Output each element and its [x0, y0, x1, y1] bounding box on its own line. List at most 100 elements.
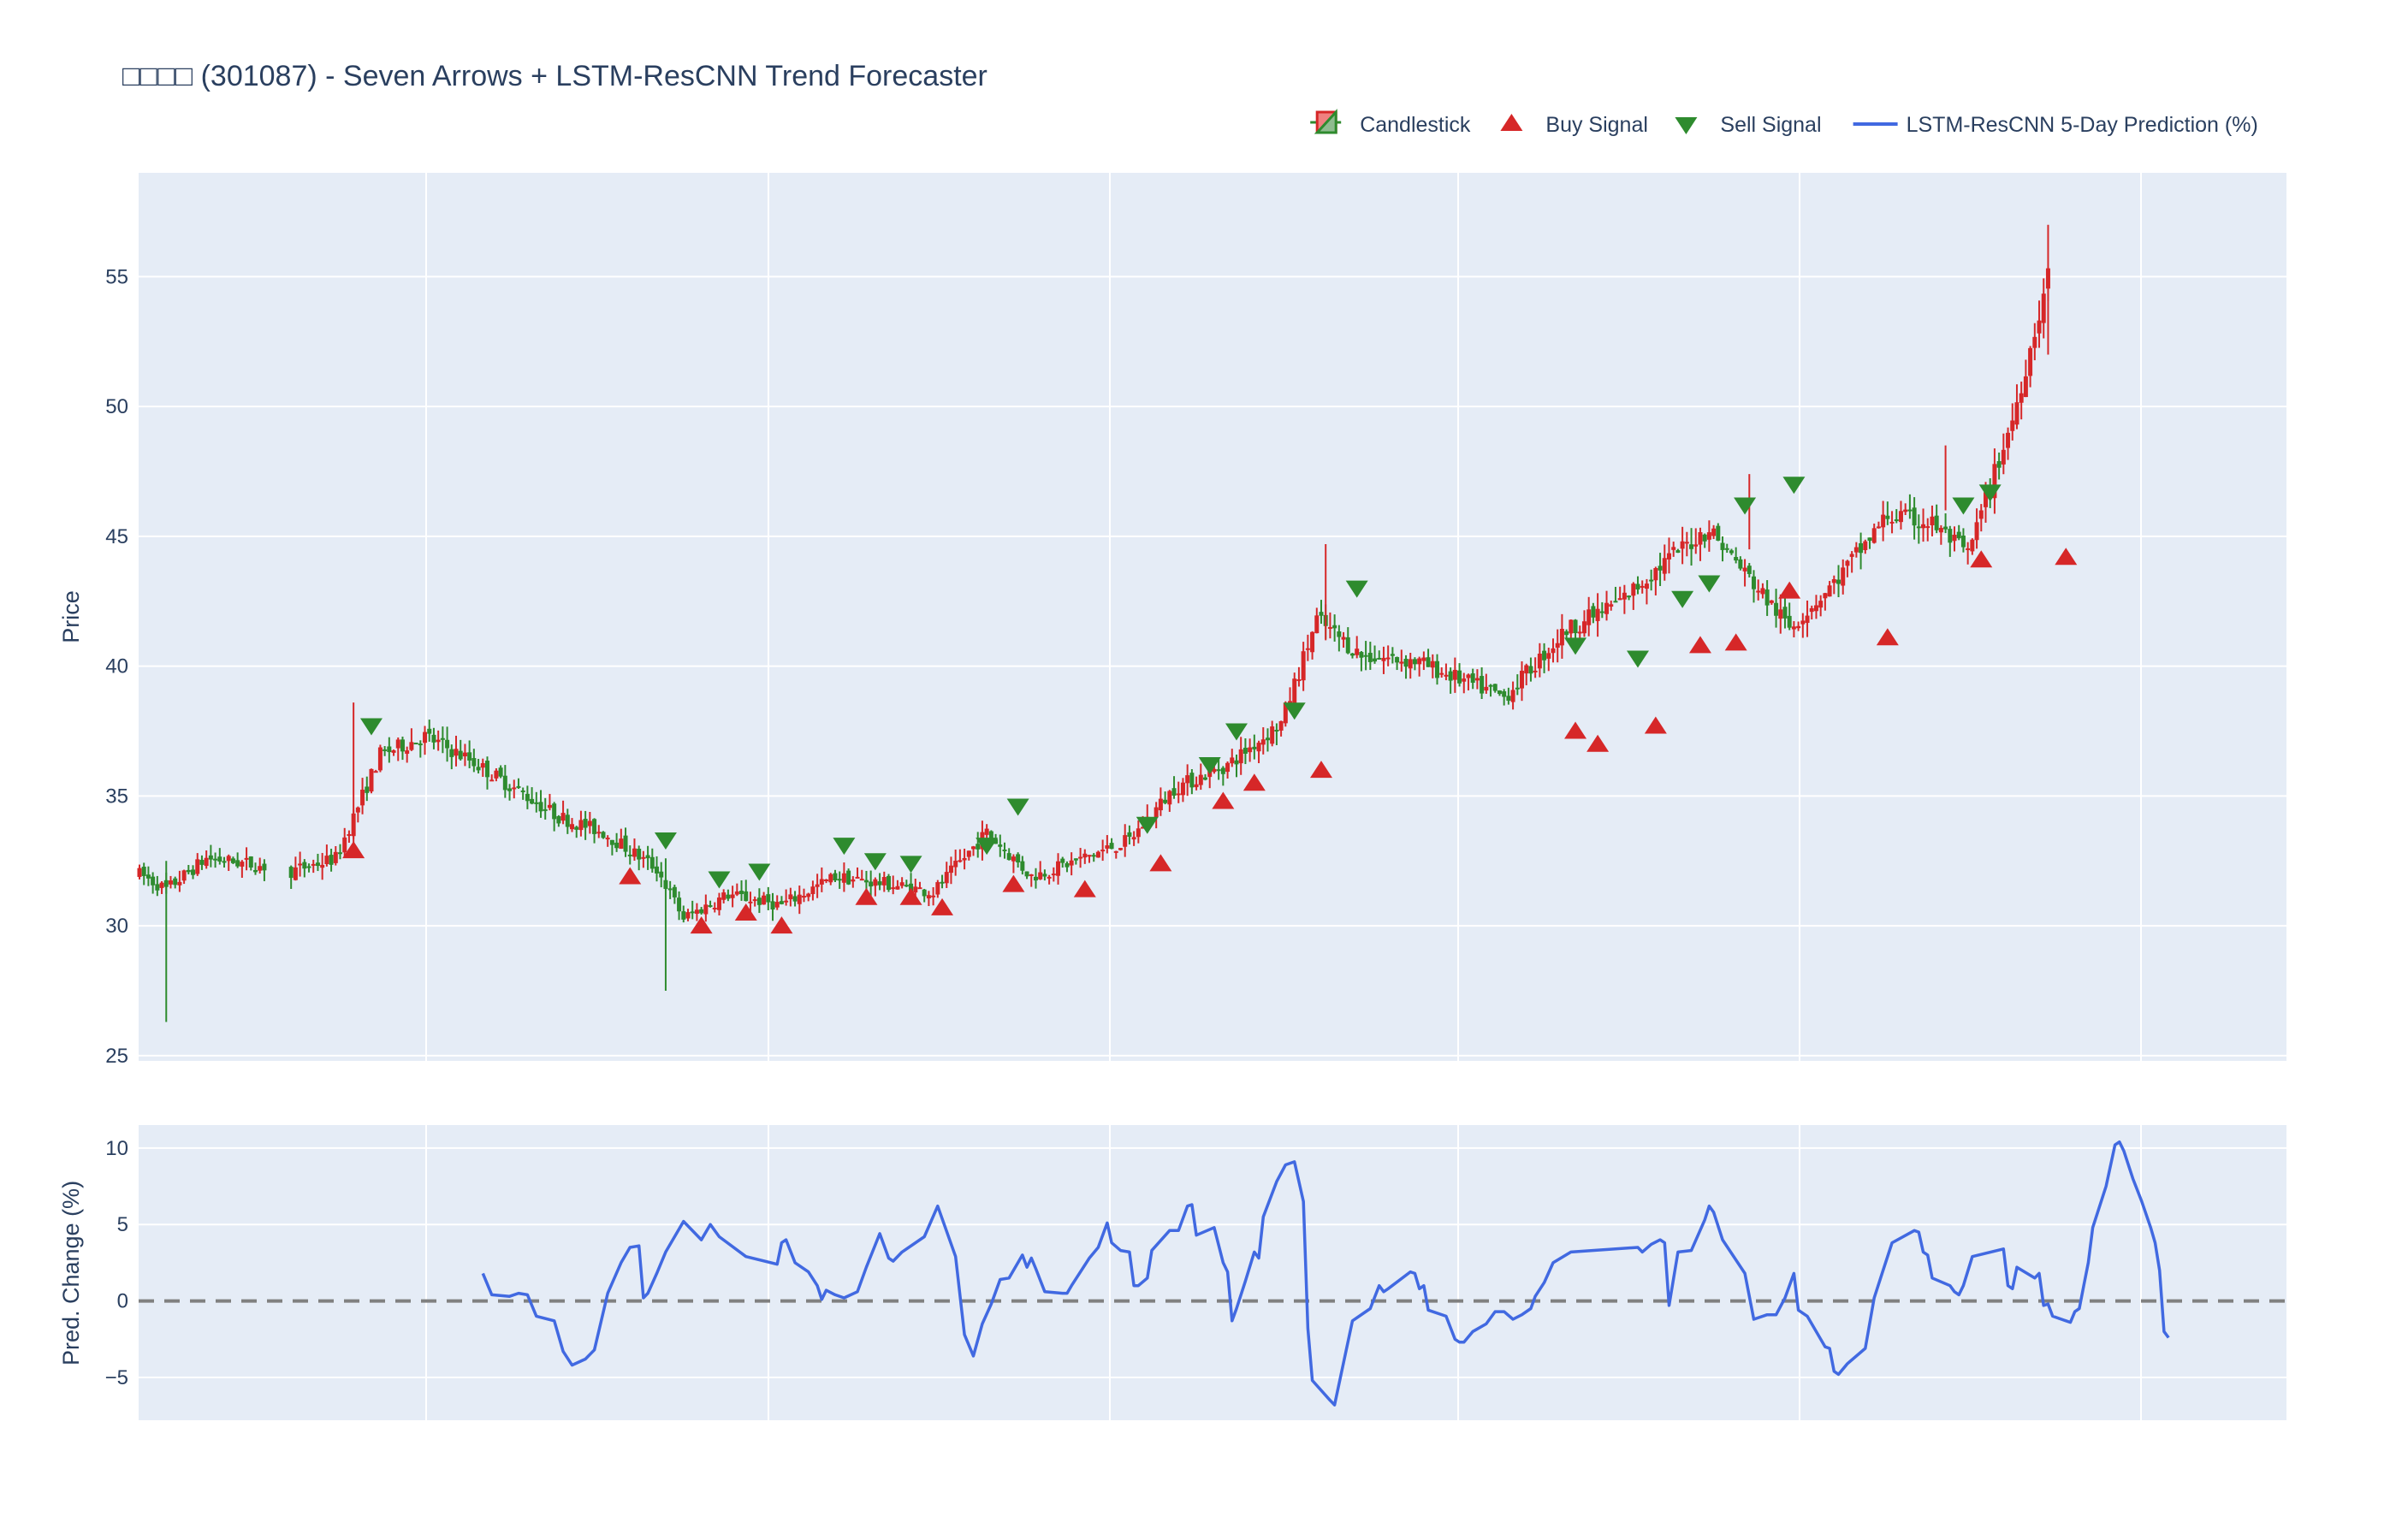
- sell-legend-icon: [1675, 117, 1698, 134]
- candle-body: [458, 750, 463, 760]
- candle-body: [1649, 579, 1654, 582]
- candle-body: [721, 892, 727, 900]
- candle-body: [1752, 576, 1757, 589]
- candle-body: [1528, 666, 1533, 674]
- buy-signal-marker: [1310, 761, 1333, 779]
- legend-item-triangle-up[interactable]: Buy Signal: [1500, 113, 1648, 137]
- candle-body: [1778, 609, 1783, 619]
- candle-body: [1542, 650, 1547, 660]
- candle-body: [1497, 690, 1502, 695]
- candle-body: [1395, 657, 1400, 663]
- candle-body: [302, 862, 307, 869]
- buy-signal-marker: [1212, 791, 1235, 809]
- candle-body: [779, 901, 784, 904]
- candle-body: [1220, 767, 1225, 774]
- candle-body: [730, 894, 735, 898]
- candle-body: [659, 871, 664, 878]
- candle-body: [168, 880, 173, 885]
- candle-body: [2019, 393, 2024, 403]
- candle-body: [1591, 606, 1596, 618]
- legend-item-triangle-down[interactable]: Sell Signal: [1675, 113, 1822, 137]
- candle-body: [1310, 631, 1315, 653]
- candle-body: [1060, 858, 1065, 863]
- buy-signal-series: [342, 548, 2078, 934]
- buy-signal-marker: [342, 841, 365, 859]
- candle-body: [1510, 690, 1515, 702]
- candle-body: [1996, 460, 2002, 468]
- candle-body: [592, 819, 597, 834]
- candle-body: [217, 856, 222, 862]
- candle-body: [1230, 757, 1235, 764]
- candle-body: [1841, 567, 1846, 586]
- candle-body: [543, 808, 548, 811]
- candle-body: [1421, 657, 1426, 661]
- candle-body: [801, 896, 806, 898]
- candlestick-series: [137, 224, 2050, 1022]
- candle-body: [151, 876, 156, 886]
- candle-body: [552, 803, 557, 820]
- sell-signal-marker: [1283, 702, 1306, 720]
- candle-body: [1859, 542, 1864, 554]
- candle-body: [1024, 871, 1029, 877]
- candle-body: [1082, 853, 1088, 858]
- candle-body: [690, 911, 695, 914]
- candle-body: [1889, 521, 1895, 524]
- candle-body: [1087, 855, 1092, 857]
- candle-body: [1113, 850, 1118, 853]
- candle-body: [1711, 528, 1717, 536]
- price-axis-ticks: 25 30 35 40 45 50 55: [105, 265, 128, 1068]
- candle-body: [569, 824, 574, 830]
- candle-body: [1515, 687, 1520, 690]
- buy-signal-marker: [855, 887, 878, 905]
- candle-body: [583, 818, 588, 828]
- prediction-tick-label: 10: [105, 1137, 128, 1160]
- sell-signal-marker: [1627, 650, 1650, 668]
- candle-body: [1488, 684, 1493, 687]
- candle-body: [993, 838, 999, 844]
- candle-body: [788, 894, 793, 900]
- candle-body: [1065, 862, 1070, 868]
- candle-body: [159, 882, 164, 888]
- candle-body: [1876, 526, 1881, 529]
- legend-item-line[interactable]: LSTM-ResCNN 5-Day Prediction (%): [1853, 113, 2258, 137]
- candle-body: [806, 893, 811, 897]
- candle-body: [1894, 519, 1899, 522]
- buy-signal-marker: [1149, 854, 1172, 872]
- candle-body: [1631, 583, 1636, 596]
- candle-body: [1127, 832, 1132, 837]
- candle-body: [619, 838, 624, 849]
- candle-body: [1002, 850, 1007, 852]
- candle-body: [645, 855, 650, 859]
- buy-legend-icon: [1500, 114, 1523, 131]
- candle-body: [1907, 509, 1913, 512]
- candle-body: [530, 798, 535, 804]
- candle-body: [792, 896, 798, 902]
- buy-signal-marker: [1778, 581, 1801, 599]
- candle-body: [222, 861, 227, 863]
- candle-body: [1216, 769, 1221, 772]
- candle-body: [440, 737, 445, 740]
- candle-body: [632, 848, 637, 857]
- candle-body: [1480, 676, 1485, 694]
- buy-signal-marker: [1724, 633, 1747, 651]
- candle-body: [1448, 671, 1453, 681]
- candle-body: [1627, 595, 1632, 598]
- candle-body: [1029, 874, 1034, 876]
- candle-body: [1078, 856, 1083, 859]
- candle-body: [833, 873, 838, 881]
- candle-legend-icon: [1314, 109, 1337, 134]
- candle-body: [369, 768, 374, 792]
- candle-body: [1056, 861, 1061, 876]
- candle-body: [1006, 853, 1011, 861]
- candle-body: [948, 865, 953, 874]
- candle-body: [703, 904, 709, 915]
- candle-body: [1136, 828, 1141, 838]
- candle-body: [1599, 611, 1604, 613]
- legend-item-candle[interactable]: Candlestick: [1310, 109, 1471, 137]
- candle-body: [667, 888, 673, 891]
- candle-body: [1189, 773, 1195, 788]
- candle-body: [1974, 522, 1979, 541]
- candle-body: [1367, 653, 1373, 662]
- candle-body: [173, 878, 178, 886]
- candle-body: [342, 837, 347, 853]
